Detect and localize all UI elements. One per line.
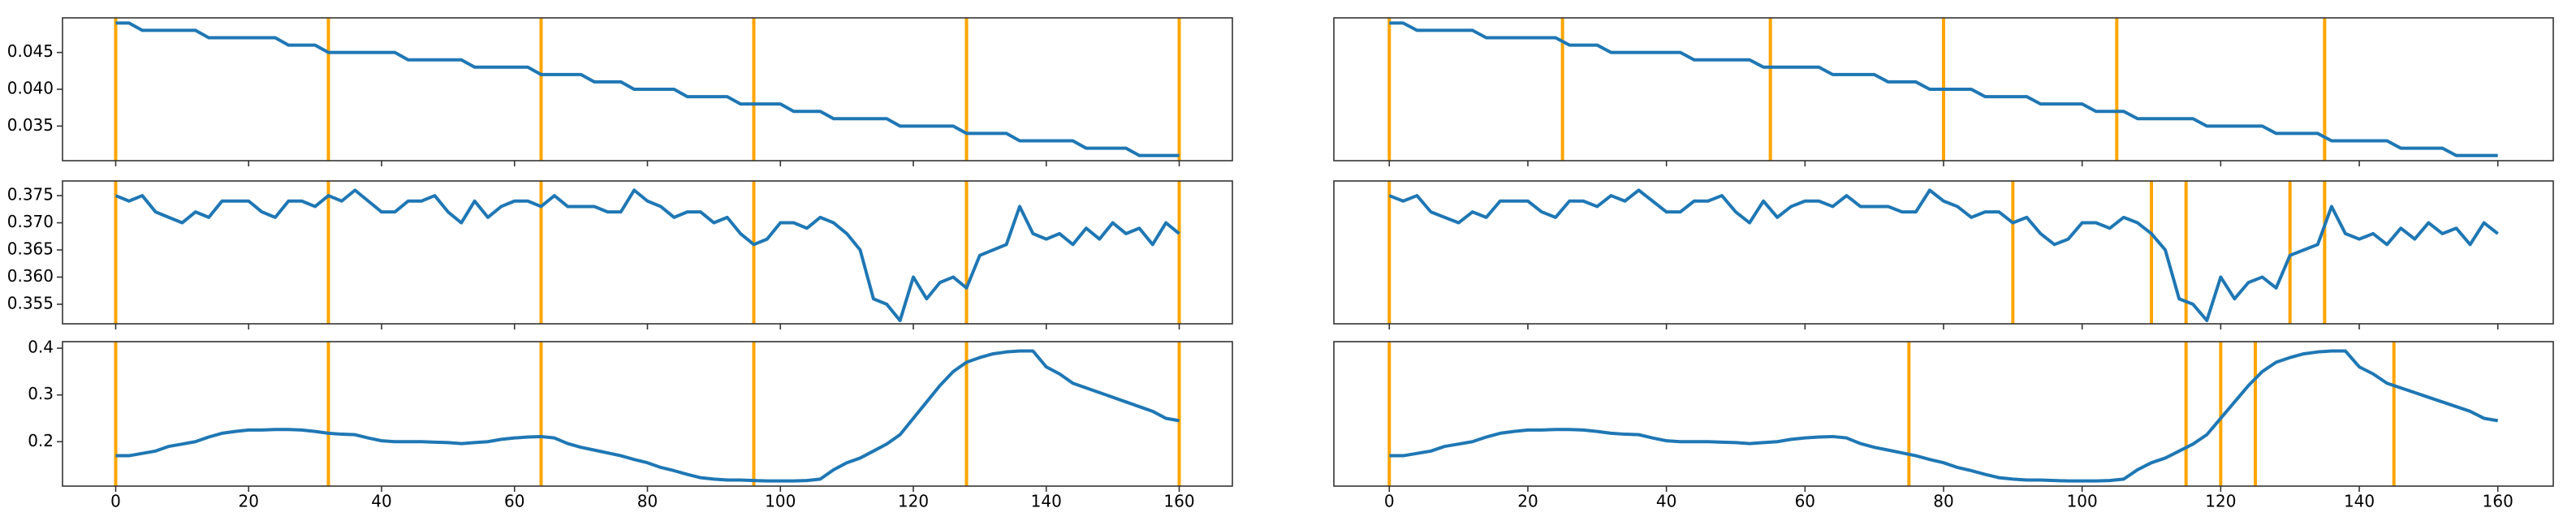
x-tick-label: 20: [239, 492, 259, 511]
x-tick-label: 120: [2205, 492, 2236, 511]
y-tick-label: 0.035: [7, 115, 54, 135]
y-tick-label: 0.2: [28, 431, 54, 450]
series-line: [1388, 188, 2499, 322]
x-tick-label: 160: [2483, 492, 2513, 511]
y-tick-label: 0.375: [7, 185, 54, 205]
y-tick-label: 0.370: [7, 212, 54, 231]
x-tick-label: 40: [1656, 492, 1676, 511]
series-line: [115, 21, 1180, 157]
x-tick-label: 40: [371, 492, 391, 511]
subplot: 0 20 40 60 80 100 120 140 160: [1333, 341, 2554, 511]
y-tick-label: 0.360: [7, 266, 54, 286]
x-tick-label: 80: [637, 492, 658, 511]
x-tick-label: 160: [1163, 492, 1194, 511]
series-line: [115, 349, 1180, 483]
x-tick-label: 100: [2067, 492, 2098, 511]
x-tick-label: 0: [1384, 492, 1395, 511]
y-tick-label: 0.355: [7, 293, 54, 312]
y-tick-label: 0.045: [7, 41, 54, 61]
subplot: [1333, 180, 2554, 329]
y-tick-label: 0.040: [7, 79, 54, 98]
x-tick-label: 140: [1031, 492, 1062, 511]
x-tick-label: 100: [765, 492, 796, 511]
series-line: [1389, 21, 2498, 157]
x-tick-label: 0: [110, 492, 121, 511]
x-tick-label: 120: [898, 492, 929, 511]
subplot: 0.355 0.360 0.365 0.370 0.375: [7, 180, 1233, 329]
series-line: [1389, 349, 2499, 483]
x-tick-label: 140: [2344, 492, 2375, 511]
series-line: [114, 188, 1180, 322]
y-tick-label: 0.3: [28, 384, 54, 403]
x-tick-label: 60: [504, 492, 524, 511]
x-tick-label: 80: [1933, 492, 1953, 511]
subplot: 0.035 0.040 0.045: [7, 17, 1233, 166]
subplot: [1333, 17, 2554, 166]
x-tick-label: 20: [1517, 492, 1538, 511]
x-tick-label: 60: [1795, 492, 1815, 511]
y-tick-label: 0.4: [28, 338, 54, 357]
y-tick-label: 0.365: [7, 239, 54, 258]
subplot: 0 20 40 60 80 100 120 140 160 0.2 0.3 0.4: [28, 338, 1233, 511]
